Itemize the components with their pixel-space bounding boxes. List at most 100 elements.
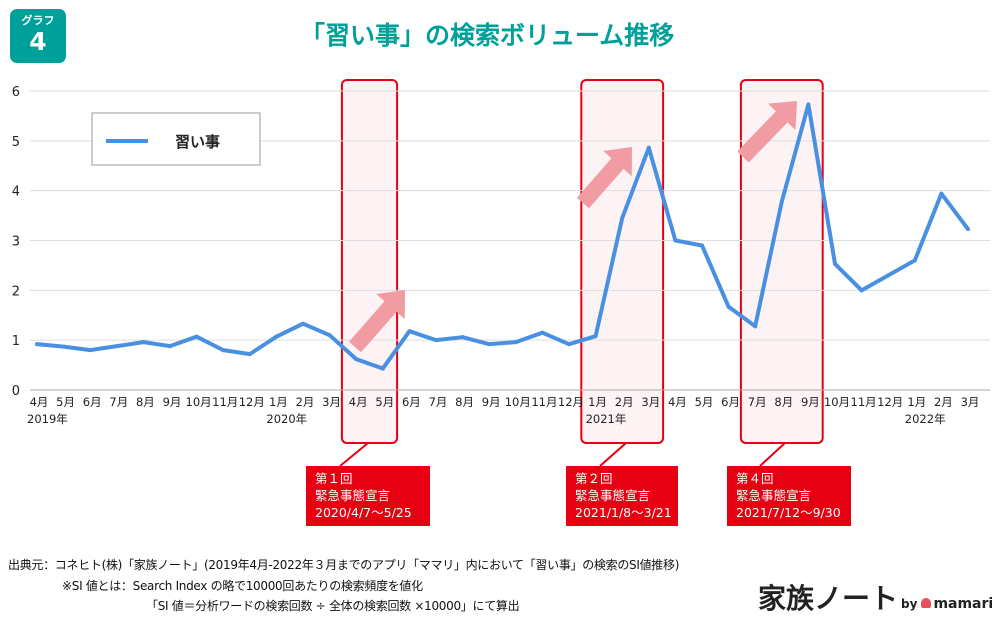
y-tick-label: 1 — [12, 334, 20, 349]
arrow-shape — [737, 101, 798, 163]
source-note: 出典元：コネヒト(株)「家族ノート」(2019年4月-2022年３月までのアプリ… — [8, 558, 680, 572]
data-point — [806, 102, 811, 107]
trend-arrow-2 — [576, 147, 632, 209]
data-point — [487, 342, 492, 347]
x-tick-label: 3月 — [322, 395, 341, 409]
data-point — [700, 243, 704, 248]
x-tick-label: 2月 — [615, 395, 634, 409]
callout-1: 第１回 緊急事態宣言 2020/4/7～5/25 — [306, 466, 430, 526]
data-point — [354, 357, 359, 362]
data-point — [939, 191, 944, 196]
x-tick-label: 2月 — [934, 395, 953, 409]
arrow-shape — [348, 290, 405, 353]
x-tick-label: 1月 — [907, 395, 926, 409]
x-tick-label: 3月 — [641, 395, 660, 409]
x-tick-label: 3月 — [961, 395, 980, 409]
x-tick-label: 8月 — [774, 395, 793, 409]
legend: 習い事 — [91, 112, 261, 166]
chart-title: 「習い事」の検索ボリューム推移 — [300, 21, 675, 50]
series-line-習い事 — [35, 102, 970, 371]
data-point — [407, 329, 412, 334]
data-point — [726, 304, 731, 309]
arrow-shape — [576, 147, 632, 209]
highlight-box-3 — [739, 79, 824, 444]
x-tick-label: 12月 — [558, 395, 584, 409]
data-point — [646, 145, 651, 150]
x-tick-label: 2月 — [296, 395, 315, 409]
callout-3: 第４回 緊急事態宣言 2021/7/12～9/30 — [727, 466, 851, 526]
si-formula: 「SI 値＝分析ワードの検索回数 ÷ 全体の検索回数 ×10000」にて算出 — [146, 599, 520, 613]
data-point — [833, 261, 837, 266]
x-tick-label: 5月 — [56, 395, 75, 409]
highlight-box-1 — [340, 79, 399, 444]
data-point — [513, 340, 518, 345]
data-point — [301, 321, 305, 326]
x-tick-label: 7月 — [109, 395, 128, 409]
connector-line-2 — [599, 442, 627, 467]
data-point — [620, 216, 625, 221]
data-point — [274, 334, 279, 339]
callout-3-line-3: 2021/7/12～9/30 — [736, 505, 841, 520]
x-tick-label: 1月 — [269, 395, 288, 409]
data-point — [141, 340, 146, 345]
x-tick-label: 11月 — [531, 395, 557, 409]
logo-main: 家族ノート — [758, 582, 899, 615]
x-tick-label: 5月 — [375, 395, 394, 409]
x-year-label: 2020年 — [266, 412, 307, 426]
x-tick-label: 8月 — [136, 395, 155, 409]
data-point — [460, 335, 465, 340]
x-tick-label: 6月 — [721, 395, 740, 409]
data-point — [194, 334, 199, 339]
data-point — [779, 199, 784, 204]
callout-2-line-3: 2021/1/8～3/21 — [575, 505, 672, 520]
highlight-box-2 — [580, 79, 665, 444]
x-tick-label: 4月 — [349, 395, 368, 409]
x-tick-label: 11月 — [851, 395, 877, 409]
callout-1-line-2: 緊急事態宣言 — [315, 488, 391, 503]
y-tick-label: 5 — [12, 135, 20, 150]
x-tick-label: 10月 — [824, 395, 850, 409]
x-tick-label: 12月 — [877, 395, 903, 409]
data-point — [327, 333, 332, 338]
si-definition: ※SI 値とは：Search Index の略で10000回あたりの検索頻度を値… — [62, 579, 423, 593]
x-year-label: 2022年 — [905, 412, 946, 426]
badge-number: 4 — [29, 27, 47, 56]
data-point — [35, 342, 39, 347]
x-tick-label: 9月 — [482, 395, 501, 409]
x-tick-label: 8月 — [455, 395, 474, 409]
data-point — [753, 324, 758, 329]
data-point — [114, 344, 119, 349]
x-tick-label: 10月 — [505, 395, 531, 409]
x-tick-label: 7月 — [748, 395, 767, 409]
callout-1-line-3: 2020/4/7～5/25 — [315, 505, 412, 520]
data-point — [966, 227, 970, 232]
trend-arrow-3 — [737, 101, 798, 163]
callout-2-line-2: 緊急事態宣言 — [575, 488, 651, 503]
x-tick-label: 9月 — [163, 395, 182, 409]
logo-by: by — [901, 597, 918, 611]
data-point — [247, 352, 252, 357]
legend-label: 習い事 — [175, 133, 220, 151]
y-tick-label: 4 — [12, 185, 20, 200]
mamari-icon — [921, 598, 932, 608]
data-point — [540, 330, 545, 335]
y-tick-label: 6 — [12, 85, 20, 100]
x-year-label: 2021年 — [586, 412, 627, 426]
data-point — [886, 273, 891, 278]
data-point — [673, 238, 678, 243]
callout-3-line-2: 緊急事態宣言 — [736, 488, 812, 503]
x-tick-label: 4月 — [30, 395, 49, 409]
callout-2-line-1: 第２回 — [575, 471, 613, 486]
callout-3-line-1: 第４回 — [736, 471, 774, 486]
x-tick-label: 5月 — [695, 395, 714, 409]
callout-1-line-1: 第１回 — [315, 471, 353, 486]
x-tick-label: 6月 — [83, 395, 102, 409]
x-year-label: 2019年 — [27, 412, 68, 426]
data-point — [912, 258, 917, 263]
data-point — [593, 334, 598, 339]
data-point — [221, 348, 226, 353]
x-tick-label: 9月 — [801, 395, 820, 409]
graph-badge: グラフ 4 — [10, 9, 66, 63]
